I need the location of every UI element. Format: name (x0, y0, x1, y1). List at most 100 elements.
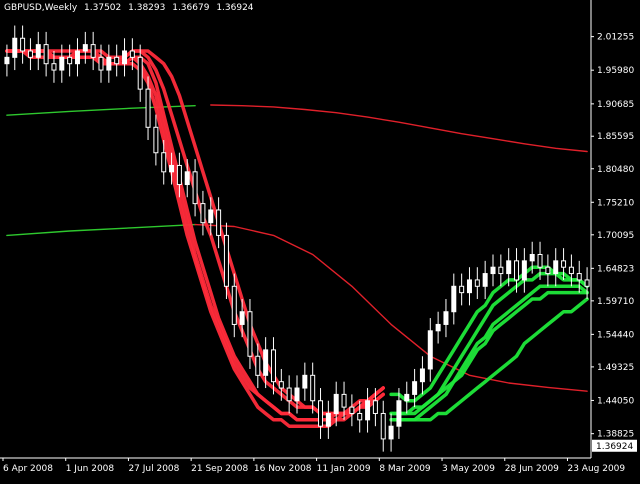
candle-body-up (404, 393, 410, 402)
candle-body-up (396, 400, 402, 427)
time-tick-label: 28 Jun 2009 (505, 464, 559, 474)
time-tick-label: 23 Aug 2009 (567, 464, 625, 474)
candle-body-up (506, 260, 512, 275)
candle-body-up (427, 330, 433, 370)
time-tick-label: 6 Apr 2008 (3, 464, 53, 474)
candle-body-up (263, 349, 269, 376)
time-tick-label: 11 Jan 2009 (317, 464, 371, 474)
candle-body-down (153, 126, 159, 154)
candle-body-down (357, 412, 363, 421)
ma-red-lower-line (194, 223, 588, 392)
candle-body-up (294, 387, 300, 402)
candle-body-up (239, 311, 245, 325)
time-tick-label: 27 Jul 2008 (128, 464, 179, 474)
time-tick-label: 21 Sep 2008 (191, 464, 248, 474)
candle-body-up (451, 285, 457, 313)
candle-body-up (529, 253, 535, 262)
candle-body-down (67, 56, 73, 65)
ohlc-open: 1.37502 (84, 3, 122, 13)
ribbon-green-line (389, 297, 589, 422)
candle-body-up (302, 374, 308, 389)
chart-header: GBPUSD,Weekly 1.37502 1.38293 1.36679 1.… (4, 3, 254, 13)
candle-body-up (208, 209, 214, 224)
candle-body-down (278, 381, 284, 389)
candle-body-down (176, 164, 182, 186)
candle-body-down (231, 285, 237, 325)
price-tick-label: 1.38825 (597, 430, 634, 440)
ma-green-upper-line (6, 104, 196, 116)
candle-body-down (43, 44, 49, 65)
price-tick-label: 1.44050 (597, 396, 634, 406)
candle-body-down (90, 44, 96, 58)
moving-averages (6, 104, 588, 392)
axes: 2.01255 1.95980 1.90685 1.85595 1.80480 1.752… (0, 0, 637, 474)
candle-body-down (498, 266, 504, 275)
ma-green-lower-line (6, 223, 196, 237)
candle-body-up (106, 56, 112, 71)
candle-body-down (137, 56, 143, 90)
candle-body-down (372, 400, 378, 414)
candle-body-down (129, 50, 135, 58)
candle-body-down (51, 63, 57, 71)
price-tick-label: 1.54440 (597, 330, 634, 340)
time-tick-label: 3 May 2009 (442, 464, 495, 474)
candle-body-up (82, 44, 88, 52)
candle-body-down (514, 260, 520, 281)
time-tick-label: 1 Jun 2008 (66, 464, 115, 474)
candle-body-up (412, 381, 418, 395)
candle-body-down (114, 56, 120, 65)
candle-body-down (545, 266, 551, 275)
price-tick-label: 1.49325 (597, 363, 634, 373)
candle-body-down (341, 393, 347, 408)
candle-body-up (59, 56, 65, 71)
candle-body-down (98, 56, 104, 71)
candle-body-up (184, 171, 190, 186)
candle-body-up (122, 50, 128, 65)
candle-body-up (4, 56, 10, 65)
candle-body-down (192, 171, 198, 205)
price-tick-label: 1.80480 (597, 165, 634, 175)
candle-body-up (169, 164, 175, 173)
candle-body-down (310, 374, 316, 402)
candle-body-down (247, 311, 253, 357)
time-tick-label: 8 Mar 2009 (379, 464, 431, 474)
candle-body-up (333, 393, 339, 414)
candle-body-up (35, 44, 41, 58)
ribbon-green-line (389, 290, 589, 422)
candle-body-down (20, 37, 26, 52)
candle-body-down (349, 406, 355, 414)
candle-body-down (537, 253, 543, 268)
current-price-label: 1.36924 (596, 442, 633, 452)
candle-body-down (27, 50, 33, 58)
candle-body-down (561, 260, 567, 268)
candle-body-down (584, 279, 590, 287)
candle-body-up (74, 50, 80, 65)
candle-body-down (568, 266, 574, 275)
candle-body-up (482, 273, 488, 287)
candle-body-up (435, 323, 441, 332)
ohlc-low: 1.36679 (172, 3, 210, 13)
ohlc-close: 1.36924 (216, 3, 254, 13)
candle-body-down (474, 279, 480, 287)
candle-body-down (216, 209, 222, 236)
candle-body-down (223, 234, 229, 287)
candle-body-up (490, 266, 496, 275)
candle-body-up (553, 260, 559, 275)
candle-body-down (318, 400, 324, 427)
price-tick-label: 1.59710 (597, 297, 634, 307)
time-tick-label: 16 Nov 2008 (254, 464, 312, 474)
price-tick-label: 1.64823 (597, 264, 634, 274)
price-tick-label: 1.85595 (597, 132, 634, 142)
price-tick-label: 1.95980 (597, 66, 634, 76)
price-tick-label: 1.90685 (597, 100, 634, 110)
candle-body-down (286, 387, 292, 402)
ma-red-upper-line (210, 104, 588, 153)
candle-body-down (576, 273, 582, 281)
candle-body-up (443, 311, 449, 325)
candle-body-up (325, 412, 331, 427)
candle-body-down (255, 355, 261, 376)
price-tick-label: 1.70095 (597, 231, 634, 241)
